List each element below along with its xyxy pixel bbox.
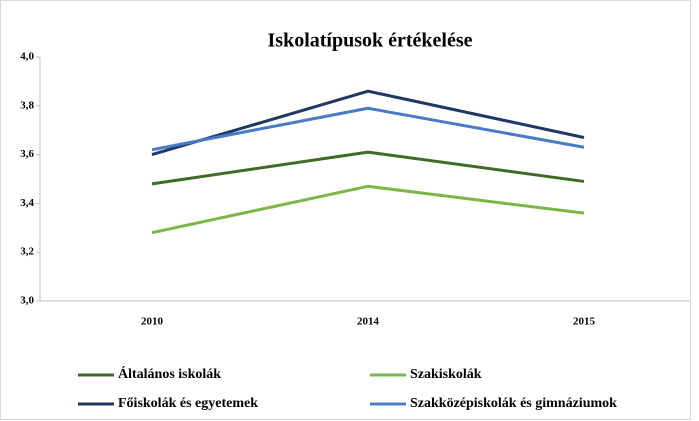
- x-tick-label: 2015: [573, 316, 596, 328]
- x-tick-label: 2014: [357, 316, 380, 328]
- series-line: [151, 184, 585, 235]
- series-line: [151, 150, 585, 186]
- y-tick-label: 3,2: [20, 246, 34, 258]
- y-tick-label: 4,0: [20, 51, 34, 63]
- y-tick-label: 3,6: [20, 148, 34, 160]
- legend-label: Szakközépiskolák és gimnáziumok: [410, 396, 617, 411]
- chart-title: Iskolatípusok értékelése: [268, 30, 473, 52]
- series-line: [151, 106, 585, 152]
- legend-label: Szakiskolák: [410, 367, 482, 382]
- x-tick-label: 2010: [141, 316, 164, 328]
- y-tick-label: 3,0: [20, 295, 34, 307]
- y-tick-label: 3,8: [20, 99, 34, 111]
- legend-label: Főiskolák és egyetemek: [118, 396, 258, 411]
- y-tick-label: 3,4: [20, 197, 34, 209]
- series-line: [151, 89, 585, 157]
- legend-label: Általános iskolák: [118, 365, 221, 382]
